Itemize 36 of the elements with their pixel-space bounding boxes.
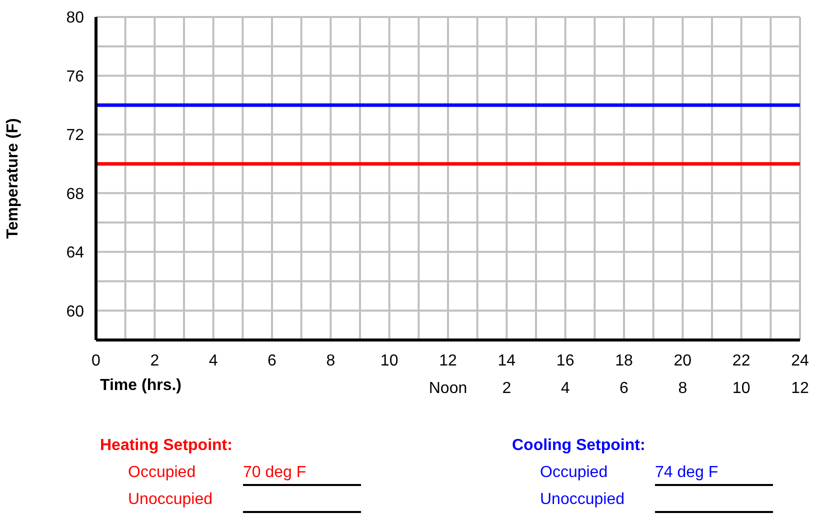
y-tick-label: 80 (66, 10, 84, 27)
y-tick-label: 68 (66, 186, 84, 203)
y-tick-label: 76 (66, 68, 84, 86)
x-tick-label: 14 (498, 352, 516, 370)
x2-tick-label: 10 (732, 380, 750, 397)
x-tick-label: 2 (150, 352, 160, 370)
x-tick-label: 18 (615, 352, 633, 370)
text: Cooling Setpoint: (512, 437, 646, 455)
x2-tick-label: 6 (620, 380, 629, 397)
text: 74 deg F (655, 464, 720, 482)
x-tick-label: 10 (380, 352, 398, 370)
x-tick-label: 22 (732, 352, 750, 370)
y-tick-label: 72 (66, 127, 84, 144)
text: 70 deg F (243, 464, 308, 482)
x-tick-label: 20 (674, 352, 692, 370)
y-tick-label: 60 (66, 303, 84, 320)
text: Heating Setpoint: (100, 437, 234, 455)
x-axis-title: Time (hrs.) (100, 377, 182, 395)
x-tick-label: 24 (791, 352, 809, 370)
text: Occupied (540, 464, 609, 482)
x2-tick-label: 12 (791, 380, 809, 397)
x-tick-label: 8 (326, 352, 336, 370)
x-tick-label: 16 (556, 352, 574, 370)
text: Occupied (128, 464, 197, 482)
x-tick-label: 0 (92, 352, 101, 370)
y-tick-label: 64 (66, 244, 84, 262)
x2-tick-label: Noon (428, 380, 468, 397)
x-tick-label: 12 (439, 352, 457, 370)
x-tick-label: 6 (268, 352, 277, 370)
x-tick-label: 4 (208, 352, 218, 370)
x2-tick-label: 4 (560, 380, 570, 397)
text: Unoccupied (128, 491, 214, 509)
x2-tick-label: 8 (678, 380, 688, 397)
text: Unoccupied (540, 491, 626, 509)
y-axis-title: Temperature (F) (4, 118, 22, 239)
x2-tick-label: 2 (502, 380, 512, 397)
